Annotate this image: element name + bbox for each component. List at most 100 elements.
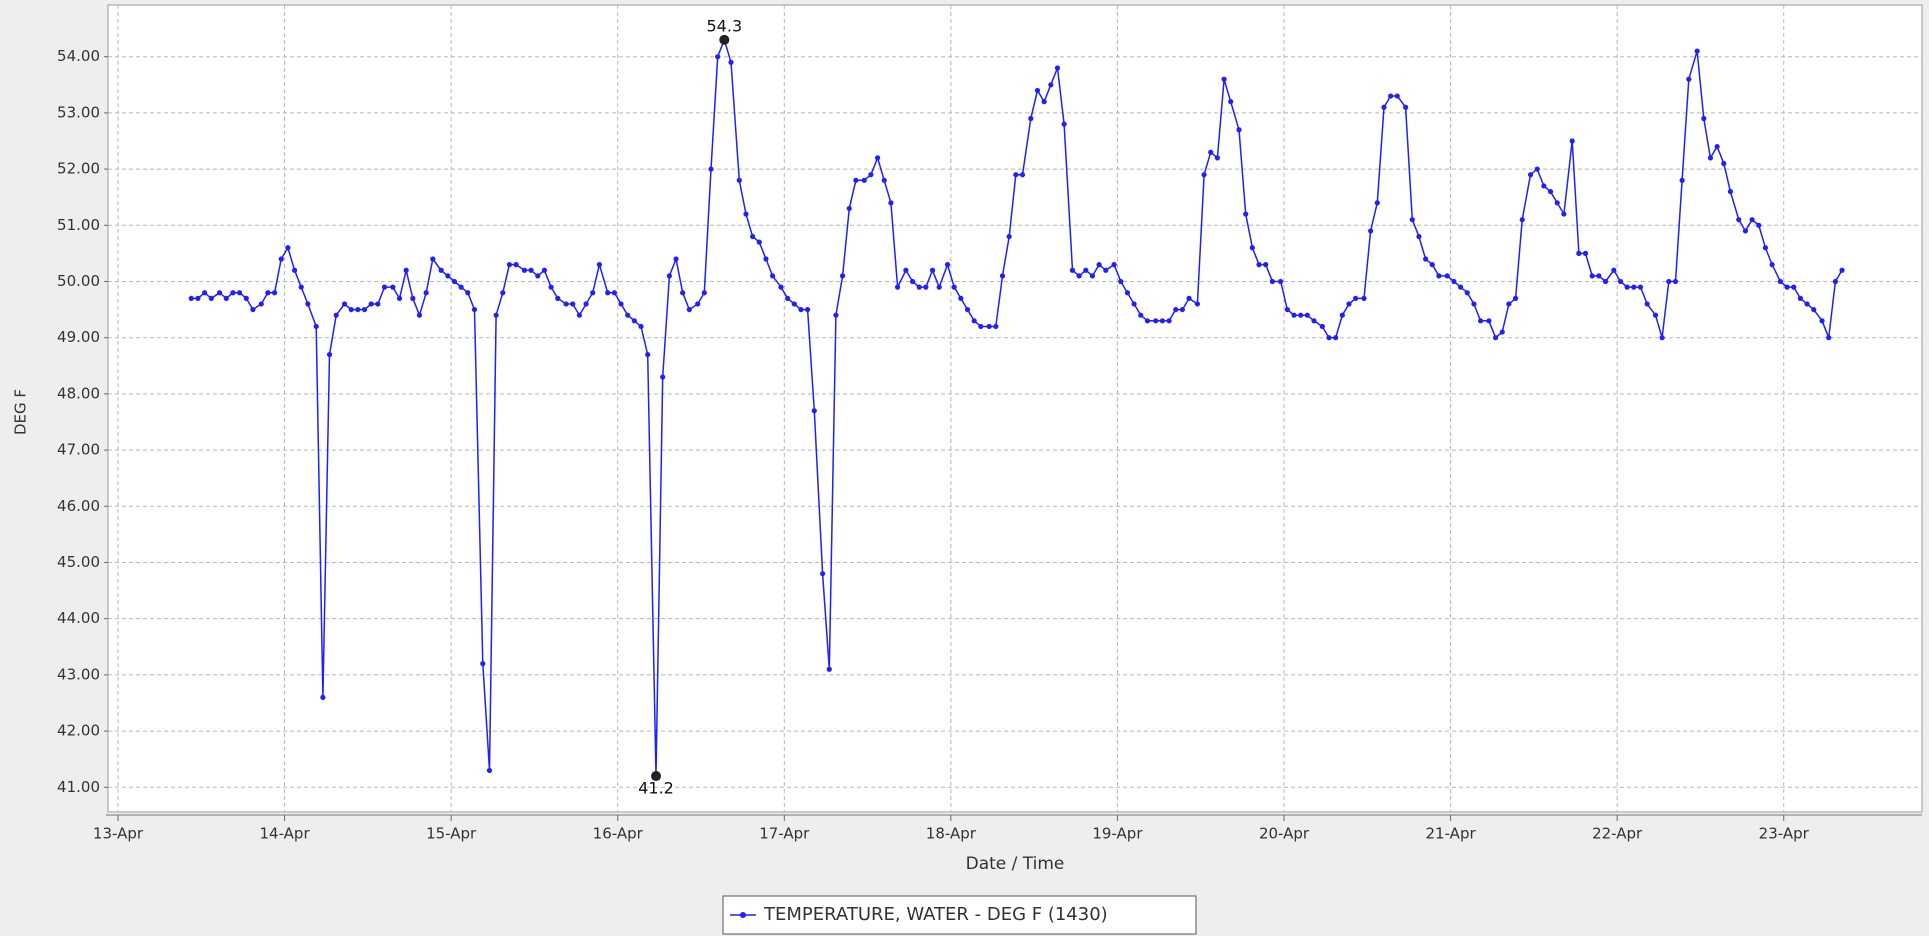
data-point [521,267,528,273]
data-point [541,267,548,273]
data-point [1006,233,1012,240]
data-point [313,323,319,330]
data-point [1561,211,1567,217]
data-point [1804,301,1810,307]
x-tick-label: 15-Apr [426,825,477,843]
data-point [839,273,846,279]
data-point [1208,149,1214,155]
data-point [1762,245,1769,251]
data-point [1394,93,1400,99]
data-point [715,54,721,60]
data-point [1221,76,1227,82]
data-point [736,177,742,183]
data-point [320,694,326,700]
data-point [1769,262,1775,268]
data-point [1791,284,1797,290]
data-point [1617,278,1624,285]
data-point [1048,82,1054,88]
data-point [590,290,596,296]
data-point [1611,267,1617,273]
data-point [929,267,936,273]
data-point [894,284,901,290]
data-point [660,374,666,380]
data-point [1686,76,1692,82]
data-point [583,301,589,307]
data-point [1637,284,1644,290]
data-point [1727,188,1734,195]
data-point [999,273,1006,279]
data-point [1707,155,1714,161]
y-tick-label: 51.00 [57,216,100,234]
data-point [964,306,971,313]
data-point [1326,335,1332,341]
data-point [1541,183,1547,189]
data-point [1034,87,1041,94]
data-point [278,256,284,262]
data-point [993,323,999,330]
legend: TEMPERATURE, WATER - DEG F (1430) [722,895,1197,935]
x-tick-label: 20-Apr [1259,825,1310,843]
data-point [909,278,916,285]
data-point [1714,144,1720,150]
data-point [1589,273,1595,279]
data-point [535,273,541,279]
data-point [1819,318,1825,324]
data-point [1159,318,1166,324]
legend-label: TEMPERATURE, WATER - DEG F (1430) [763,904,1108,925]
x-tick-label: 19-Apr [1092,825,1143,843]
data-point [326,351,333,358]
data-point [250,306,256,313]
data-point [1054,65,1061,71]
data-point [826,666,832,672]
data-point [1118,278,1124,285]
data-point [1111,262,1117,268]
data-point [1694,48,1700,54]
data-point [1368,228,1374,234]
data-point [903,267,909,273]
data-point [1388,93,1394,99]
data-point [1784,284,1790,290]
data-point [861,177,867,183]
data-point [471,306,478,313]
data-point [438,267,444,273]
data-point [631,318,637,324]
data-point [1499,329,1505,335]
y-tick-label: 50.00 [57,272,100,290]
data-point [258,301,264,307]
data-point [548,284,554,290]
data-point [1624,284,1630,290]
data-point [1547,188,1554,195]
x-tick-label: 21-Apr [1426,825,1477,843]
data-point [1089,273,1096,279]
y-tick-label: 53.00 [57,103,100,121]
data-point [230,290,236,296]
data-point [390,284,396,290]
data-point [701,290,707,296]
y-tick-label: 54.00 [57,47,100,65]
data-point [202,290,208,296]
data-point [1103,267,1109,273]
data-point [936,284,942,290]
data-point [1672,278,1679,285]
data-point [1631,284,1637,290]
data-point [506,262,513,268]
data-point [1644,301,1650,307]
data-point [888,200,894,206]
data-point [348,306,354,313]
data-point [1124,290,1131,296]
data-point [1721,160,1727,167]
data-point [361,306,368,313]
data-point [881,177,887,183]
x-tick-label: 18-Apr [926,825,977,843]
data-point [853,177,859,183]
x-tick-label: 16-Apr [593,825,644,843]
annotation-marker [651,771,662,782]
data-point [820,571,826,577]
data-point [1263,262,1269,268]
data-point [486,767,493,774]
data-point [1228,99,1234,105]
data-point [1173,306,1179,313]
data-point [430,256,436,262]
data-point [1278,278,1284,285]
data-point [1832,278,1838,285]
